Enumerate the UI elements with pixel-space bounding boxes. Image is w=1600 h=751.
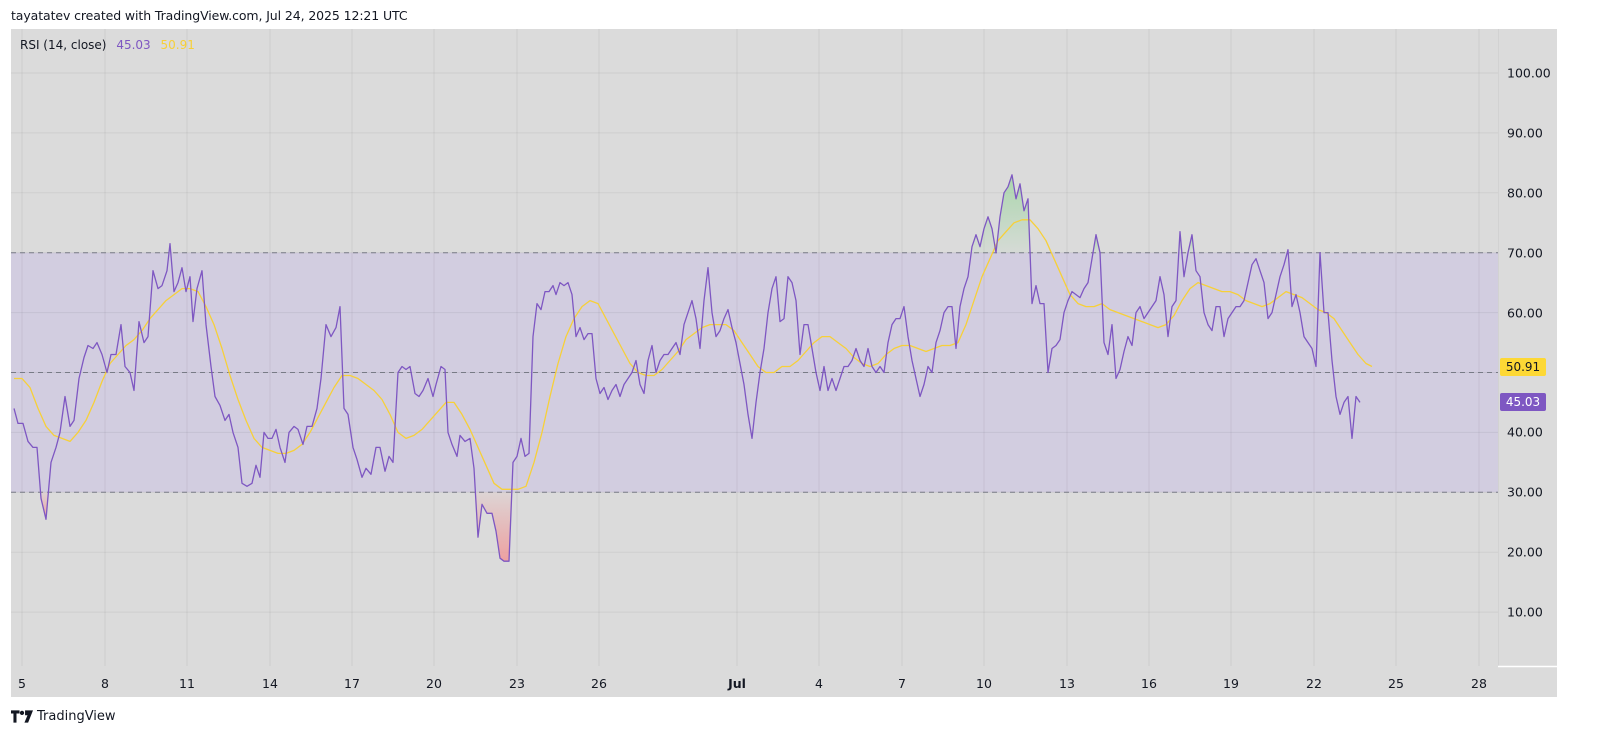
x-tick-label: 14 xyxy=(262,676,278,691)
x-tick-label: 28 xyxy=(1471,676,1487,691)
x-tick-label: Jul xyxy=(728,676,746,691)
overbought-fill xyxy=(1093,234,1100,253)
x-tick-label: 8 xyxy=(101,676,109,691)
y-tick-label: 60.00 xyxy=(1507,305,1543,321)
x-tick-label: 10 xyxy=(976,676,992,691)
tradingview-logo-icon xyxy=(11,710,33,723)
x-tick-label: 13 xyxy=(1059,676,1075,691)
y-tick-label: 40.00 xyxy=(1507,424,1543,440)
rsi-legend-value: 45.03 xyxy=(116,38,151,52)
y-tick-label: 90.00 xyxy=(1507,125,1543,141)
rsi-price-badge: 45.03 xyxy=(1500,393,1546,412)
x-tick-label: 19 xyxy=(1223,676,1239,691)
x-tick-label: 4 xyxy=(815,676,823,691)
indicator-name: RSI (14, close) xyxy=(20,38,107,52)
x-tick-label: 17 xyxy=(344,676,360,691)
x-tick-label: 5 xyxy=(18,676,26,691)
ma-price-badge: 50.91 xyxy=(1500,358,1546,377)
attribution-header: tayatatev created with TradingView.com, … xyxy=(11,8,408,23)
x-tick-label: 16 xyxy=(1141,676,1157,691)
y-tick-label: 70.00 xyxy=(1507,245,1543,261)
y-tick-label: 30.00 xyxy=(1507,484,1543,500)
y-tick-label: 100.00 xyxy=(1507,65,1551,81)
ma-legend-value: 50.91 xyxy=(160,38,195,52)
x-tick-label: 20 xyxy=(426,676,442,691)
oversold-fill xyxy=(475,492,512,562)
x-tick-label: 7 xyxy=(898,676,906,691)
x-tick-label: 22 xyxy=(1306,676,1322,691)
indicator-legend[interactable]: RSI (14, close) 45.03 50.91 xyxy=(20,38,195,52)
y-tick-label: 20.00 xyxy=(1507,544,1543,560)
y-tick-label: 10.00 xyxy=(1507,604,1543,620)
footer-brand-text: TradingView xyxy=(37,709,116,724)
x-tick-label: 25 xyxy=(1388,676,1404,691)
y-tick-label: 80.00 xyxy=(1507,185,1543,201)
x-tick-label: 11 xyxy=(179,676,195,691)
footer-branding[interactable]: TradingView xyxy=(11,709,116,724)
ma-line xyxy=(14,219,1373,490)
x-tick-label: 23 xyxy=(509,676,525,691)
x-tick-label: 26 xyxy=(591,676,607,691)
rsi-line xyxy=(13,174,1361,562)
